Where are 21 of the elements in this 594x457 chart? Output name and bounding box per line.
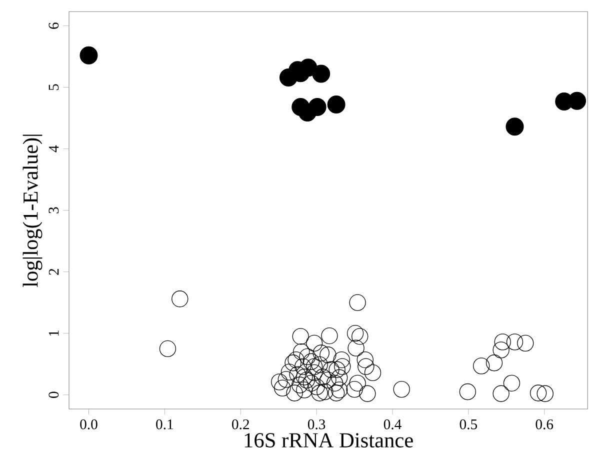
y-tick-label: 3	[48, 207, 59, 214]
y-tick-label: 4	[48, 145, 59, 152]
y-tick-label: 0	[48, 392, 59, 398]
x-tick-label: 0.1	[156, 419, 173, 430]
y-tick-label: 5	[48, 84, 59, 90]
x-tick-label: 0.4	[384, 419, 402, 430]
y-tick-label: 6	[48, 22, 59, 29]
x-tick-label: 0.0	[80, 419, 98, 430]
x-tick-label: 0.2	[232, 419, 249, 430]
y-axis-title: log|log(1-Evalue)|	[22, 134, 42, 288]
x-tick-label: 0.5	[460, 419, 478, 430]
x-tick-label: 0.6	[536, 419, 554, 430]
y-tick-label: 2	[48, 268, 59, 275]
y-tick-label: 1	[48, 330, 59, 336]
point	[506, 118, 524, 136]
x-axis-title: 16S rRNA Distance	[244, 433, 413, 448]
point	[80, 46, 98, 64]
point	[308, 98, 326, 116]
point	[312, 64, 330, 83]
point	[327, 96, 346, 114]
x-tick-label: 0.3	[308, 419, 326, 430]
